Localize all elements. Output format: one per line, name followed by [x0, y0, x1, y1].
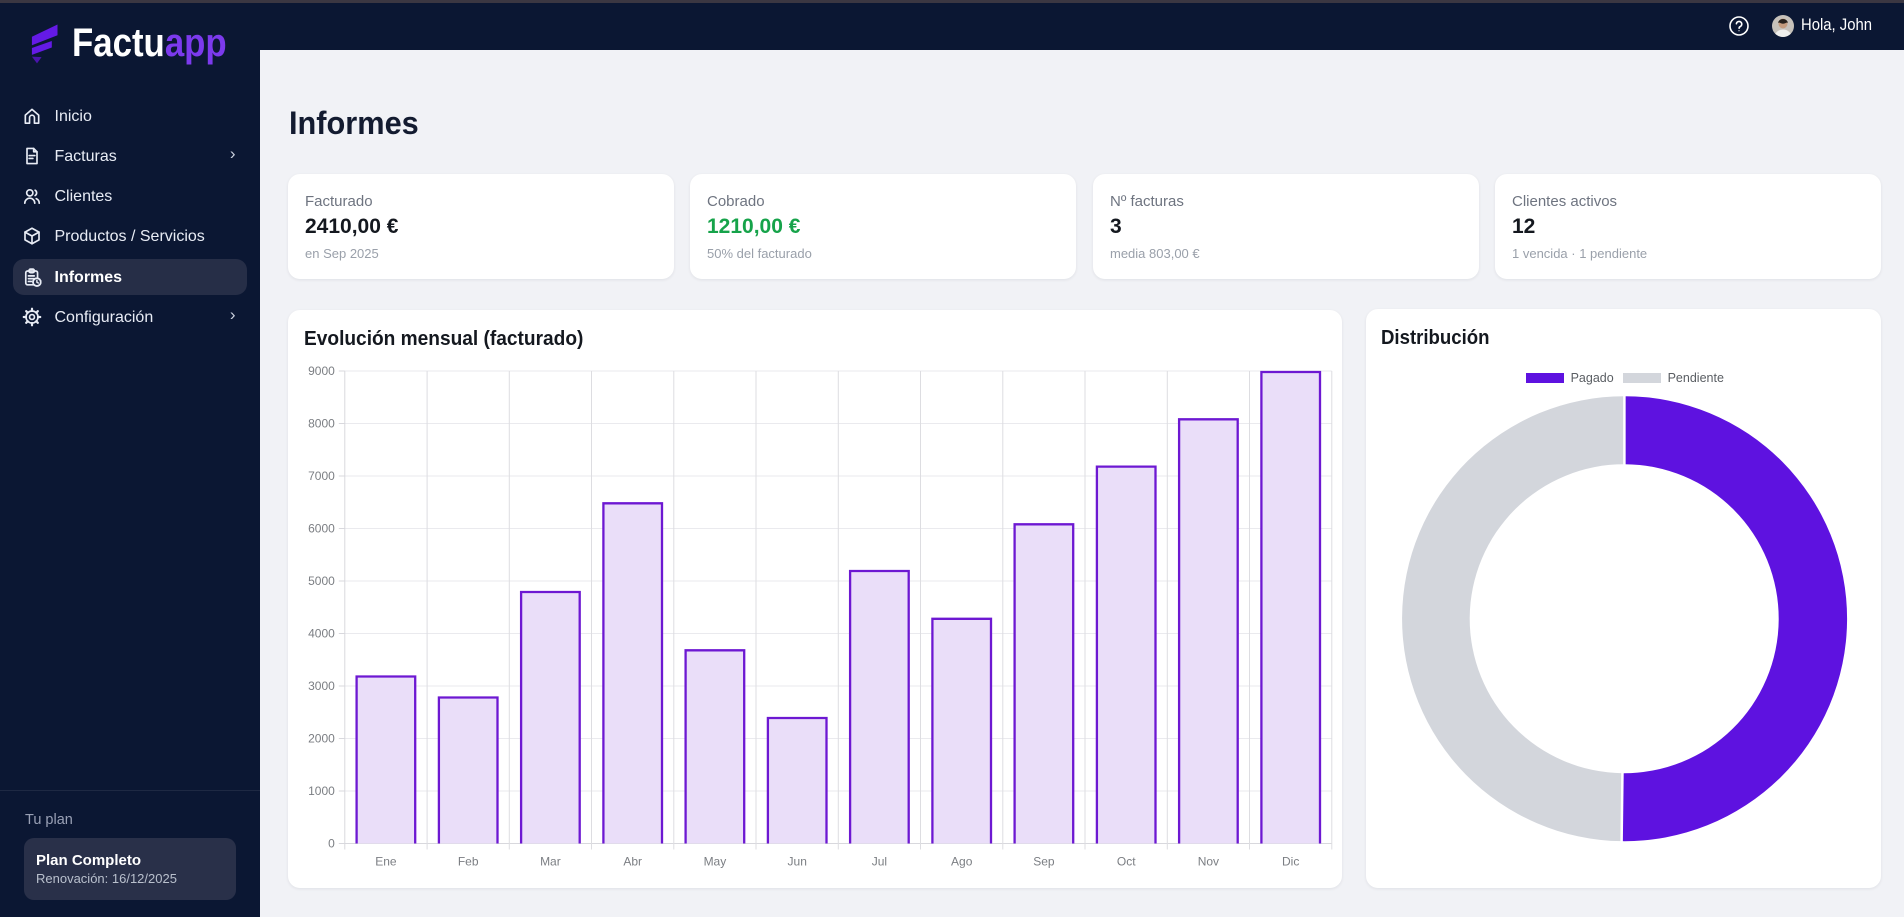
- svg-text:Jul: Jul: [872, 855, 887, 869]
- svg-text:4000: 4000: [308, 627, 335, 641]
- svg-text:3000: 3000: [308, 679, 335, 693]
- svg-text:9000: 9000: [308, 364, 335, 378]
- svg-text:Jun: Jun: [788, 855, 807, 869]
- svg-text:Ago: Ago: [951, 855, 973, 869]
- svg-text:Feb: Feb: [458, 855, 479, 869]
- svg-text:Sep: Sep: [1033, 855, 1055, 869]
- svg-text:May: May: [704, 855, 727, 869]
- svg-text:5000: 5000: [308, 574, 335, 588]
- svg-text:8000: 8000: [308, 417, 335, 431]
- svg-text:Nov: Nov: [1198, 855, 1219, 869]
- svg-text:2000: 2000: [308, 732, 335, 746]
- svg-text:Mar: Mar: [540, 855, 561, 869]
- svg-text:6000: 6000: [308, 522, 335, 536]
- svg-text:Oct: Oct: [1117, 855, 1136, 869]
- svg-text:Abr: Abr: [623, 855, 642, 869]
- svg-text:0: 0: [328, 837, 335, 851]
- svg-text:7000: 7000: [308, 469, 335, 483]
- svg-text:Ene: Ene: [375, 855, 397, 869]
- svg-text:Dic: Dic: [1282, 855, 1299, 869]
- svg-text:1000: 1000: [308, 784, 335, 798]
